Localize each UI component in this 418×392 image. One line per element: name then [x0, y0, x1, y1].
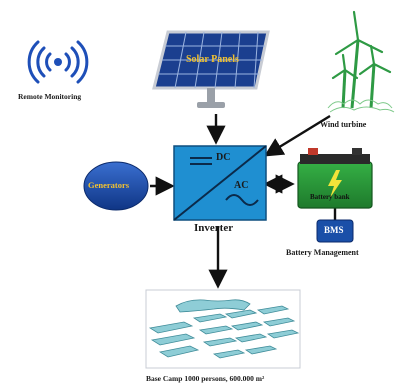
inverter-ac-label: AC	[234, 180, 249, 191]
bms-shape	[316, 219, 354, 243]
battery-management-label: Battery Management	[286, 248, 359, 257]
bms-label: BMS	[324, 225, 344, 235]
generators-label: Generators	[88, 180, 130, 190]
base-camp-tents-icon	[145, 289, 301, 369]
wind-turbine-icon	[327, 10, 395, 113]
battery-icon	[297, 148, 373, 209]
wireless-signal-icon	[27, 40, 89, 84]
battery-bank-label: Battery bank	[310, 193, 350, 201]
remote-monitoring-label: Remote Monitoring	[18, 92, 82, 101]
inverter-label: Inverter	[194, 222, 234, 234]
generators-shape	[83, 161, 149, 211]
inverter-dc-label: DC	[216, 152, 231, 163]
inverter-shape	[173, 145, 267, 221]
wind-turbine-label: Wind turbine	[320, 120, 367, 129]
solar-panel-icon	[152, 30, 270, 108]
base-camp-label: Base Camp 1000 persons, 600.000 m²	[146, 374, 265, 383]
flow-arrows	[150, 114, 337, 289]
arrow-wind-to-inverter	[263, 114, 331, 157]
solar-panels-label: Solar Panels	[186, 54, 239, 65]
